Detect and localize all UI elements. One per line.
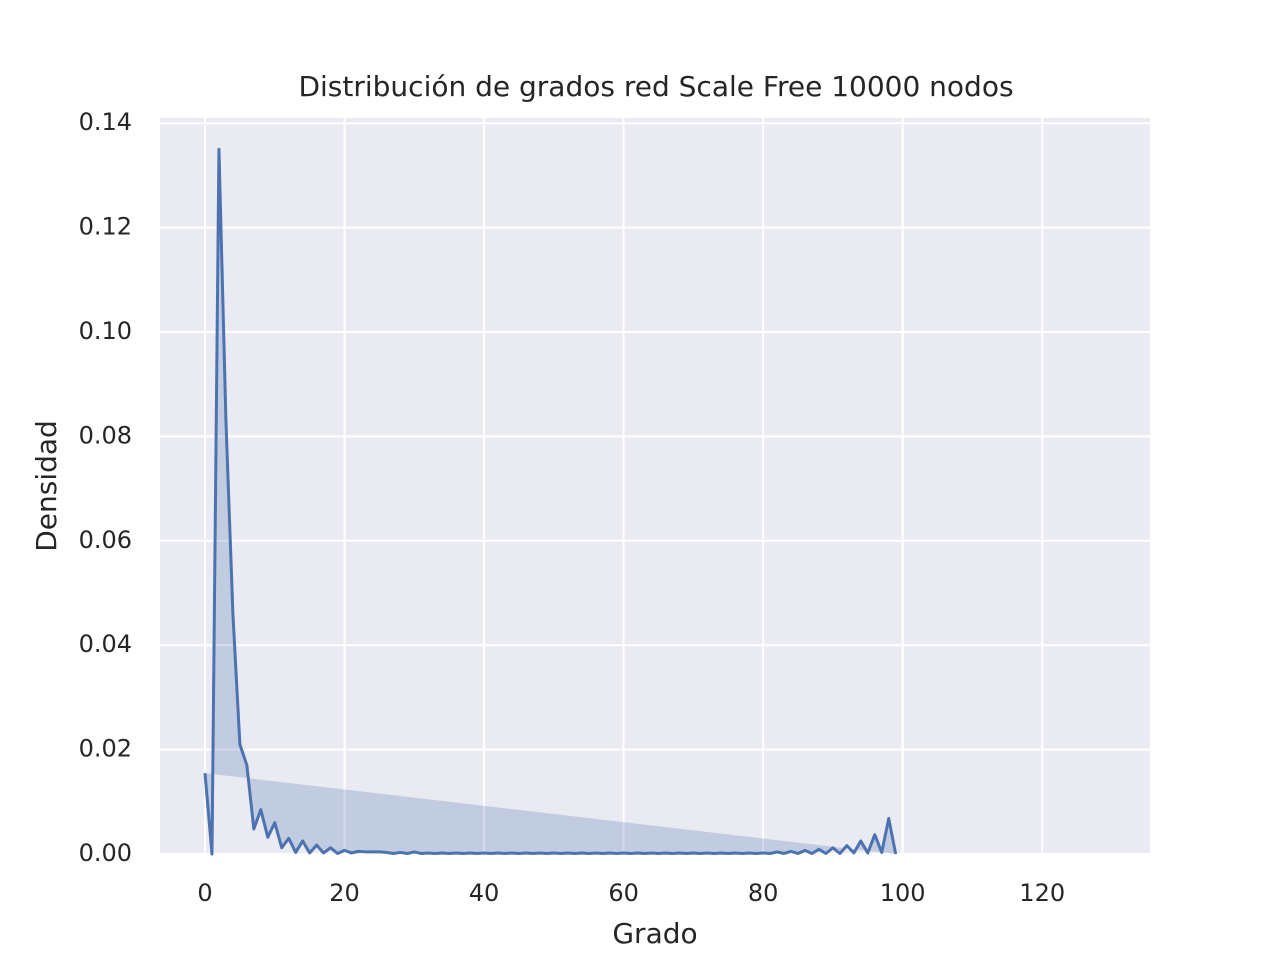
x-tick-label: 60 [608,879,639,907]
plot-background [160,118,1150,854]
area [205,149,896,854]
x-axis-label: Grado [612,917,697,950]
y-tick-label: 0.00 [79,839,132,867]
y-tick-label: 0.06 [79,526,132,554]
line [203,147,898,856]
y-tick-label: 0.08 [79,421,132,449]
x-tick-label: 80 [748,879,779,907]
y-axis-label: Densidad [30,420,63,552]
x-tick-label: 40 [469,879,500,907]
y-tick-label: 0.04 [79,630,132,658]
x-tick-label: 20 [329,879,360,907]
y-tick-label: 0.10 [79,317,132,345]
x-tick-label: 0 [197,879,212,907]
y-tick-label: 0.14 [79,108,132,136]
y-tick-label: 0.12 [79,213,132,241]
x-tick-label: 120 [1019,879,1065,907]
y-tick-label: 0.02 [79,735,132,763]
chart-title: Distribución de grados red Scale Free 10… [298,70,1013,103]
x-tick-label: 100 [880,879,926,907]
